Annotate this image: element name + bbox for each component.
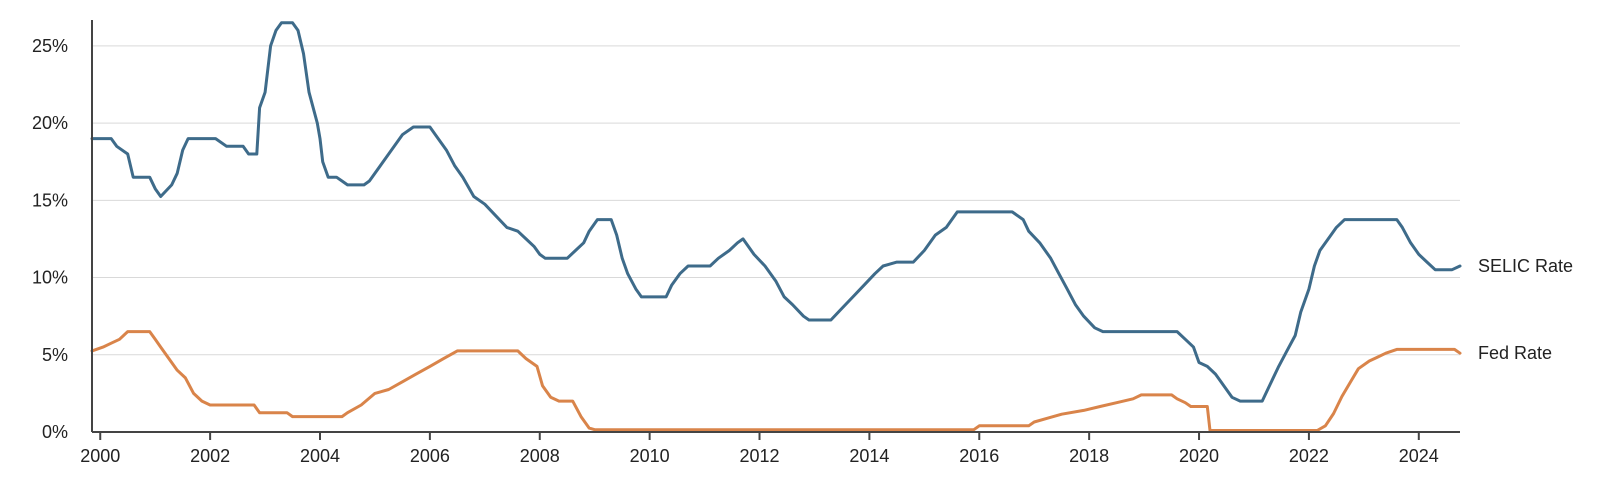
fed-rate-line xyxy=(90,330,1462,432)
x-tick-label: 2006 xyxy=(410,446,450,466)
x-tick-label: 2010 xyxy=(630,446,670,466)
x-tick-label: 2020 xyxy=(1179,446,1219,466)
y-tick-label: 5% xyxy=(42,345,68,365)
fed-rate-label: Fed Rate xyxy=(1478,343,1552,363)
series-labels: SELIC Rate Fed Rate xyxy=(1478,256,1573,363)
selic-rate-label: SELIC Rate xyxy=(1478,256,1573,276)
x-tick-label: 2016 xyxy=(959,446,999,466)
y-tick-label: 15% xyxy=(32,190,68,210)
x-tick-label: 2024 xyxy=(1399,446,1439,466)
x-tick-label: 2022 xyxy=(1289,446,1329,466)
y-tick-label: 20% xyxy=(32,113,68,133)
y-tick-label: 0% xyxy=(42,422,68,442)
y-tick-label: 25% xyxy=(32,36,68,56)
axes xyxy=(91,20,1460,433)
x-tick-label: 2008 xyxy=(520,446,560,466)
selic-rate-line xyxy=(90,21,1462,403)
x-tick-label: 2018 xyxy=(1069,446,1109,466)
x-tick-label: 2002 xyxy=(190,446,230,466)
x-tick-label: 2004 xyxy=(300,446,340,466)
y-axis-tick-labels: 0% 5% 10% 15% 20% 25% xyxy=(32,36,68,442)
x-axis-ticks: 2000 2002 2004 2006 2008 2010 2012 2014 2016 2018… xyxy=(80,432,1439,466)
x-tick-label: 2014 xyxy=(849,446,889,466)
grid-lines xyxy=(92,45,1460,356)
x-tick-label: 2012 xyxy=(739,446,779,466)
series-lines xyxy=(90,21,1462,432)
x-tick-label: 2000 xyxy=(80,446,120,466)
y-tick-label: 10% xyxy=(32,268,68,288)
